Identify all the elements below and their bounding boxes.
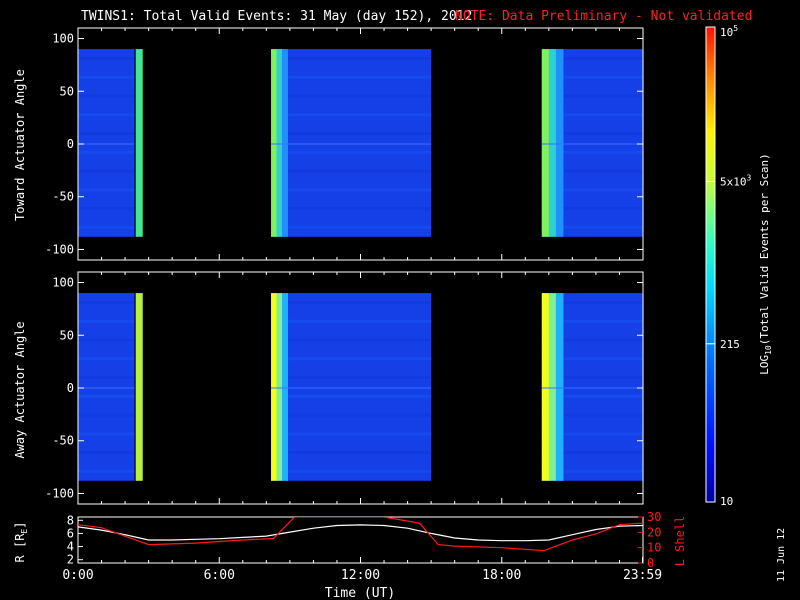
colorbar-label: LOG10(Total Valid Events per Scan) [758, 153, 773, 375]
away-ytick-label: -50 [52, 434, 74, 448]
toward-lead-band-1-1 [276, 49, 283, 237]
toward-ytick-label: 50 [60, 84, 74, 98]
toward-lead-band-1-2 [282, 49, 289, 237]
orbit-right-tick-label: 10 [647, 541, 661, 555]
toward-ytick-label: 100 [52, 32, 74, 46]
orbit-right-y-label: L Shell [673, 516, 687, 567]
toward-x-ticks [77, 28, 644, 260]
away-edge-band-0 [135, 293, 143, 481]
away-y-label: Away Actuator Angle [13, 321, 27, 458]
away-lead-band-2-1 [548, 293, 557, 481]
away-lead-band-2-2 [555, 293, 564, 481]
toward-panel: 100 50 0 -50 -100 Toward Actuator Angle [13, 27, 644, 261]
orbit-right-tick-label: 20 [647, 525, 661, 539]
away-panel: 100 50 0 -50 -100 Away Actuator Angle [13, 271, 644, 505]
orbit-left-tick-label: 8 [67, 513, 74, 527]
x-tick-label-12:00: 12:00 [341, 568, 380, 583]
away-ytick-label: 50 [60, 328, 74, 342]
x-axis-label: Time (UT) [325, 586, 395, 600]
series-L-line [78, 517, 643, 552]
toward-y-axis: 100 50 0 -50 -100 [45, 32, 643, 256]
toward-lead-band-2-0 [541, 49, 550, 237]
toward-lead-band-2-2 [555, 49, 564, 237]
toward-lead-band-2-1 [548, 49, 557, 237]
away-lead-band-1-2 [282, 293, 289, 481]
toward-segment-0 [78, 49, 135, 237]
preliminary-note: NOTE: Data Preliminary - Not validated [455, 9, 752, 24]
colorbar-tick-label: 10 [720, 495, 733, 508]
generation-date: 11 Jun 12 [776, 528, 787, 582]
away-ytick-label: -100 [45, 486, 74, 500]
orbit-right-tick-label: 0 [647, 556, 654, 570]
orbit-left-y-label: R [RE] [13, 522, 29, 563]
x-tick-label-23:59: 23:59 [623, 568, 662, 583]
x-tick-label-18:00: 18:00 [482, 568, 521, 583]
away-heatmap [78, 293, 643, 481]
away-x-ticks [77, 272, 644, 504]
colorbar-tick-label: 5x103 [720, 173, 752, 188]
colorbar: 10 215 5x103 105 LOG10(Total Valid Events p… [705, 24, 773, 508]
toward-heatmap [78, 49, 643, 237]
away-segment-1 [271, 293, 432, 481]
figure-title: TWINS1: Total Valid Events: 31 May (day … [81, 9, 472, 24]
x-tick-label-0:00: 0:00 [62, 568, 93, 583]
orbit-lines [78, 517, 643, 552]
toward-ytick-label: -50 [52, 190, 74, 204]
orbit-left-tick-label: 2 [67, 553, 74, 567]
orbit-left-tick-label: 4 [67, 540, 74, 554]
orbit-left-tick-label: 6 [67, 526, 74, 540]
away-lead-band-1-0 [271, 293, 278, 481]
away-y-axis: 100 50 0 -50 -100 [45, 276, 643, 500]
away-ytick-label: 0 [67, 381, 74, 395]
toward-y-label: Toward Actuator Angle [13, 69, 27, 221]
toward-segment-1 [271, 49, 432, 237]
colorbar-tick-label: 215 [720, 338, 740, 351]
colorbar-tick-label: 105 [720, 24, 738, 39]
away-segment-0 [78, 293, 135, 481]
orbit-right-tick-label: 30 [647, 510, 661, 524]
colorbar-gradient [705, 26, 716, 503]
away-lead-band-2-0 [541, 293, 550, 481]
away-ytick-label: 100 [52, 276, 74, 290]
toward-lead-band-1-0 [271, 49, 278, 237]
away-lead-band-1-1 [276, 293, 283, 481]
series-R-line [78, 524, 643, 542]
toward-ytick-label: -100 [45, 242, 74, 256]
colorbar-ticks: 10 215 5x103 105 [706, 24, 752, 508]
x-tick-label-6:00: 6:00 [204, 568, 235, 583]
toward-ytick-label: 0 [67, 137, 74, 151]
toward-edge-band-0 [135, 49, 143, 237]
